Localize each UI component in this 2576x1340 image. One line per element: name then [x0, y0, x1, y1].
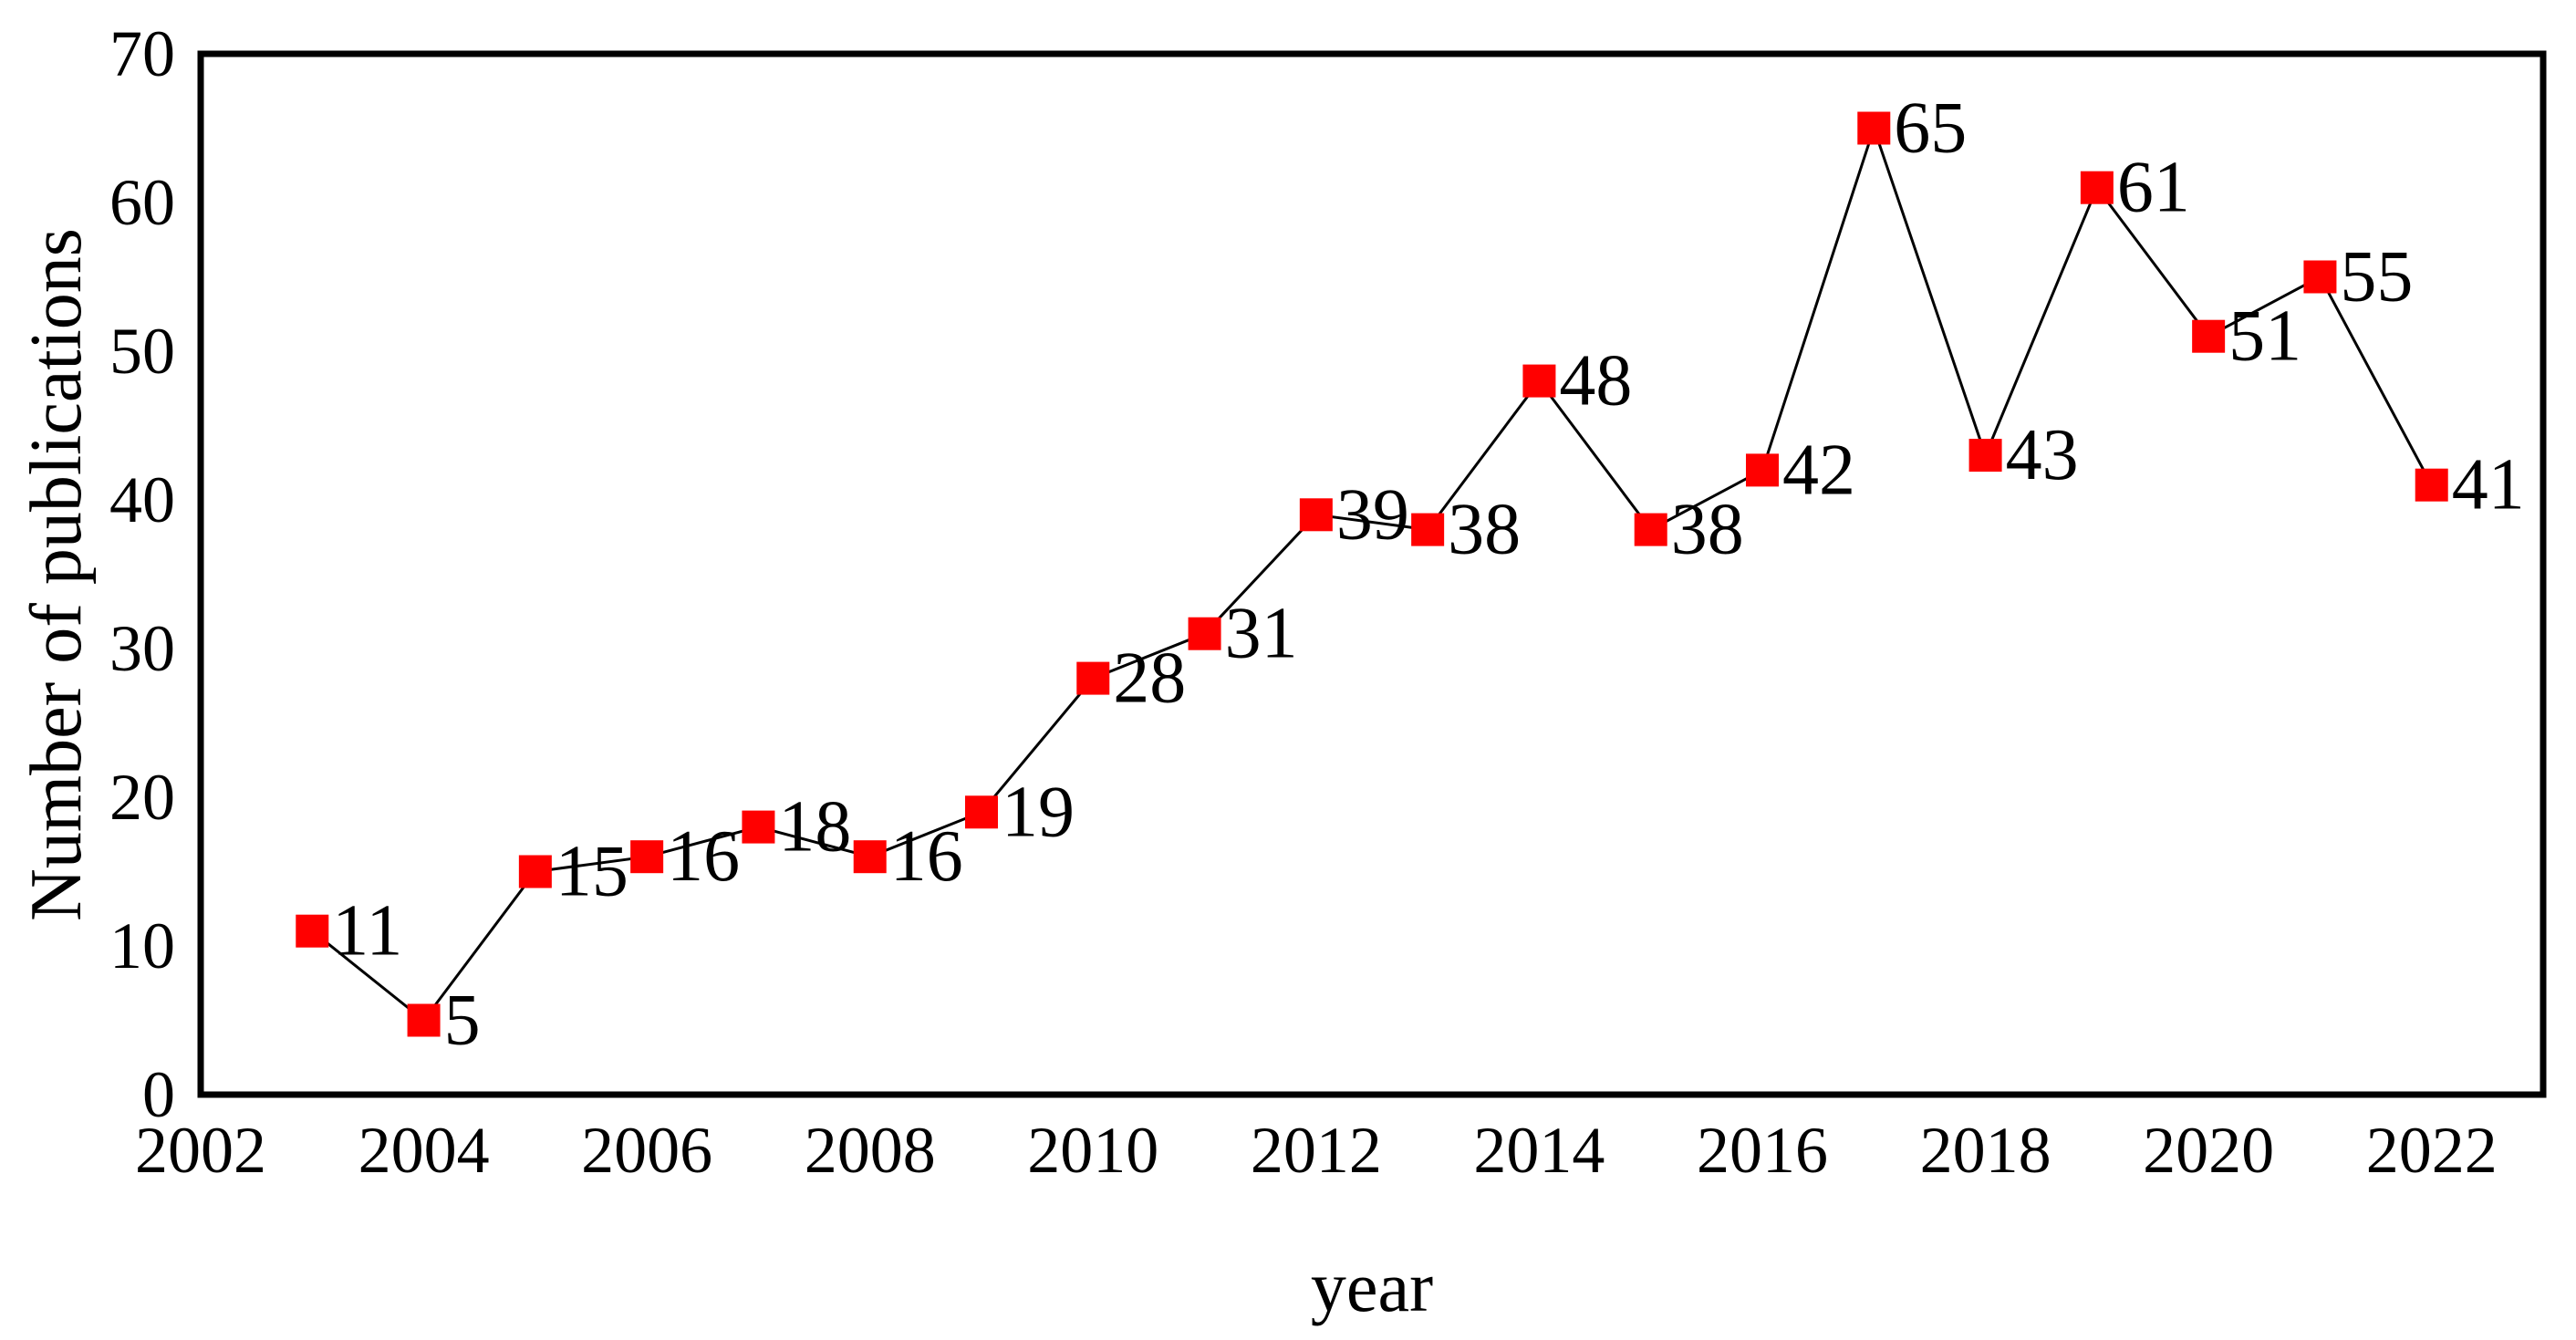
y-axis-title: Number of publications [16, 228, 97, 921]
series-line-group [311, 123, 2434, 1023]
data-point-marker [965, 795, 998, 829]
x-axis-title: year [1311, 1247, 1433, 1326]
data-point-value-label: 19 [1002, 772, 1075, 852]
data-point-marker [1411, 513, 1445, 546]
data-point-marker [853, 840, 887, 874]
data-point-value-label: 43 [2006, 415, 2079, 495]
data-point-value-label: 39 [1336, 474, 1409, 555]
y-tick-label: 70 [109, 17, 175, 90]
plot-area-frame [197, 50, 2547, 1098]
data-point-value-label: 55 [2340, 237, 2413, 317]
series-marker-group [296, 111, 2448, 1037]
y-tick-label: 0 [142, 1058, 175, 1131]
x-tick-label: 2008 [805, 1114, 936, 1187]
y-tick-label: 20 [109, 761, 175, 834]
y-tick-label: 40 [109, 463, 175, 536]
data-point-value-label: 51 [2228, 296, 2301, 377]
x-tick-label: 2018 [1920, 1114, 2051, 1187]
y-tick-label: 50 [109, 315, 175, 388]
x-tick-label: 2010 [1027, 1114, 1158, 1187]
x-axis-tick-labels: 2002 2004 2006 2008 2010 2012 2014 2016 2018 2020… [135, 1114, 2498, 1187]
data-point-value-label: 15 [556, 832, 628, 912]
data-point-value-label: 28 [1113, 639, 1186, 719]
data-point-marker [407, 1003, 441, 1037]
data-point-value-label: 41 [2452, 445, 2525, 525]
y-axis-tick-labels: 0 10 20 30 40 50 60 70 [109, 17, 175, 1131]
data-point-marker [2303, 260, 2337, 294]
data-point-marker [1076, 661, 1110, 695]
x-tick-label: 2014 [1473, 1114, 1605, 1187]
data-point-value-label: 18 [778, 787, 851, 867]
data-point-labels: 11 5 15 16 18 16 19 28 31 39 38 48 38 42 65 43 61 51 55 41 [332, 88, 2524, 1061]
data-point-value-label: 16 [667, 816, 740, 897]
data-point-marker [1634, 513, 1667, 546]
data-point-marker [1968, 439, 2002, 473]
data-point-marker [296, 914, 329, 948]
data-point-marker [518, 855, 552, 888]
data-point-value-label: 31 [1225, 594, 1298, 674]
data-point-marker [1299, 498, 1333, 532]
data-point-marker [2192, 319, 2226, 353]
x-tick-label: 2012 [1251, 1114, 1382, 1187]
x-tick-label: 2022 [2366, 1114, 2498, 1187]
x-tick-label: 2006 [581, 1114, 712, 1187]
data-point-marker [1746, 453, 1779, 487]
data-point-value-label: 38 [1671, 490, 1744, 570]
y-tick-label: 30 [109, 612, 175, 685]
data-point-marker [1857, 111, 1891, 145]
data-point-marker [742, 810, 775, 844]
data-point-value-label: 65 [1894, 88, 1967, 169]
data-point-marker [2415, 468, 2448, 502]
x-tick-label: 2002 [135, 1114, 266, 1187]
x-tick-label: 2016 [1697, 1114, 1828, 1187]
data-point-value-label: 42 [1782, 430, 1855, 510]
data-point-value-label: 11 [332, 891, 402, 971]
x-tick-label: 2004 [358, 1114, 490, 1187]
data-point-value-label: 61 [2117, 148, 2190, 228]
data-point-value-label: 48 [1559, 341, 1632, 421]
data-point-value-label: 16 [890, 816, 963, 897]
data-point-marker [2080, 171, 2114, 204]
series-connecting-line [311, 123, 2434, 1023]
data-point-marker [1188, 617, 1221, 650]
data-point-value-label: 38 [1448, 490, 1521, 570]
x-tick-label: 2020 [2143, 1114, 2274, 1187]
data-point-marker [1522, 364, 1556, 398]
data-point-marker [630, 840, 664, 874]
y-tick-label: 10 [109, 909, 175, 982]
y-tick-label: 60 [109, 166, 175, 239]
data-point-value-label: 5 [444, 981, 481, 1061]
